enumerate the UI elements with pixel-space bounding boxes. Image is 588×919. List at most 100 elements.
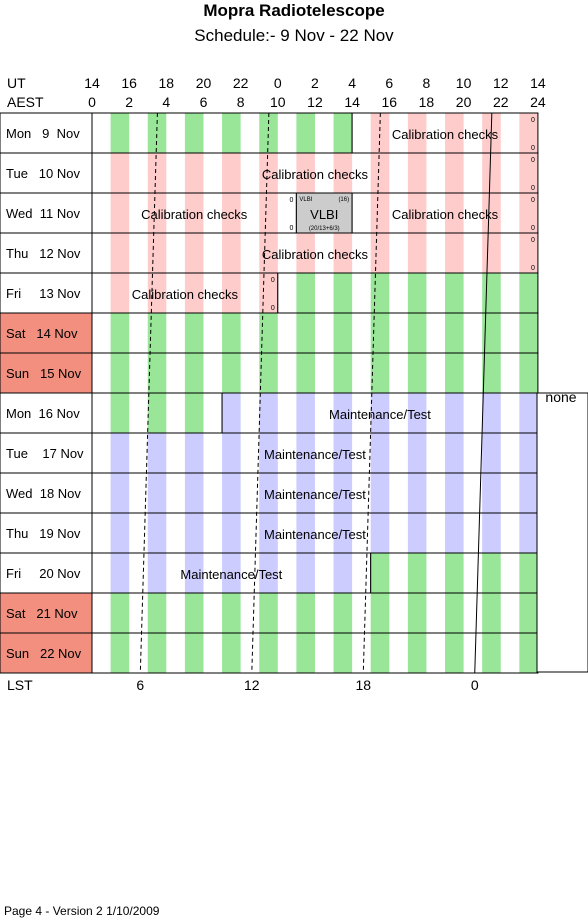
hour-stripe	[519, 473, 538, 513]
day-label-cell	[0, 232, 93, 274]
schedule-block[interactable]	[91, 632, 539, 674]
aest-hour-label: 22	[493, 94, 509, 110]
page-subtitle: Schedule:- 9 Nov - 22 Nov	[194, 26, 394, 45]
hour-stripe	[482, 273, 501, 313]
hour-stripe	[110, 513, 130, 553]
hour-stripe	[296, 273, 315, 313]
lst-line	[474, 112, 493, 674]
hour-stripe	[147, 513, 167, 553]
hour-stripe	[519, 553, 538, 593]
schedule-block[interactable]: Maintenance/Test	[91, 512, 539, 554]
hour-stripe	[222, 433, 241, 473]
hour-stripe	[184, 593, 204, 633]
ut-hour-label: 10	[456, 75, 472, 91]
schedule-block[interactable]	[91, 392, 223, 434]
hour-stripe	[184, 393, 204, 433]
schedule-block[interactable]: Calibration checks 0 0	[351, 192, 539, 234]
schedule-block[interactable]	[91, 352, 539, 394]
hour-stripe	[482, 313, 501, 353]
day-row: Sun 15 Nov	[0, 352, 539, 394]
hour-stripe	[407, 473, 427, 513]
ut-hour-label: 20	[196, 75, 212, 91]
block-mark: 0	[531, 145, 535, 152]
lst-tick-label: 18	[355, 677, 371, 693]
hour-stripe	[296, 473, 315, 513]
schedule-block[interactable]	[370, 552, 539, 594]
day-label-cell	[0, 312, 93, 354]
aest-hour-label: 8	[237, 94, 245, 110]
lst-tick-label: 0	[471, 677, 479, 693]
hour-stripe	[147, 593, 167, 633]
aest-hour-label: 16	[381, 94, 397, 110]
hour-stripe	[184, 233, 204, 273]
day-row: Tue 17 Nov Maintenance/Test	[0, 432, 539, 474]
day-label: Fri 20 Nov	[6, 566, 81, 581]
hour-stripe	[333, 553, 353, 593]
hour-stripe	[482, 553, 501, 593]
hour-stripe	[222, 393, 241, 433]
schedule-block[interactable]: Maintenance/Test	[91, 432, 539, 474]
hour-stripe	[110, 553, 130, 593]
block-mark: 0	[531, 117, 535, 124]
hour-stripe	[296, 433, 315, 473]
hour-stripe	[222, 113, 241, 153]
ut-hour-label: 16	[121, 75, 137, 91]
hour-stripe	[259, 513, 278, 553]
day-label-cell	[0, 592, 93, 634]
schedule-block[interactable]: Maintenance/Test	[91, 552, 372, 594]
hour-stripe	[482, 633, 501, 673]
ut-hour-label: 4	[348, 75, 356, 91]
schedule-block[interactable]: Calibration checks 0 0	[91, 232, 539, 274]
hour-stripe	[407, 273, 427, 313]
block-label: Maintenance/Test	[264, 447, 366, 462]
block-mark: 0	[531, 197, 535, 204]
hour-stripe	[482, 233, 501, 273]
hour-stripe	[147, 353, 167, 393]
hour-stripe	[445, 193, 464, 233]
hour-stripe	[259, 433, 278, 473]
aest-label: AEST	[7, 94, 44, 110]
hour-stripe	[370, 553, 390, 593]
block-mark: 0	[531, 185, 535, 192]
schedule-block[interactable]	[91, 312, 539, 354]
hour-stripe	[333, 353, 353, 393]
hour-stripe	[184, 153, 204, 193]
hour-stripe	[370, 433, 390, 473]
hour-stripe	[519, 353, 538, 393]
hour-stripe	[370, 593, 390, 633]
schedule-block[interactable]: Maintenance/Test	[91, 472, 539, 514]
hour-stripe	[147, 633, 167, 673]
schedule-block[interactable]: Calibration checks 0 0	[91, 272, 279, 314]
block-label: Maintenance/Test	[329, 407, 431, 422]
block-mark: 0	[271, 277, 275, 284]
hour-stripe	[296, 313, 315, 353]
hour-stripe	[370, 233, 390, 273]
hour-stripe	[519, 273, 538, 313]
hour-stripe	[333, 433, 353, 473]
day-row: Sun 22 Nov	[0, 632, 539, 674]
schedule-block[interactable]: Calibration checks 0 0	[91, 152, 539, 194]
hour-stripe	[147, 553, 167, 593]
block-background	[296, 193, 353, 233]
day-label-cell	[0, 552, 93, 594]
lst-label: LST	[7, 677, 33, 693]
schedule-block[interactable]	[91, 112, 353, 154]
hour-stripe	[296, 233, 315, 273]
hour-stripe	[445, 593, 464, 633]
hour-stripe	[370, 153, 390, 193]
hour-stripe	[445, 233, 464, 273]
schedule-block[interactable]: Maintenance/Test	[221, 392, 539, 434]
hour-stripe	[482, 153, 501, 193]
day-label-cell	[0, 272, 93, 314]
block-mark: 0	[531, 157, 535, 164]
block-label: Calibration checks	[141, 207, 248, 222]
schedule-block[interactable]	[277, 272, 539, 314]
block-mark: 0	[271, 305, 275, 312]
hour-stripe	[407, 433, 427, 473]
aest-hour-label: 12	[307, 94, 323, 110]
schedule-block[interactable]	[91, 592, 539, 634]
hour-stripe	[445, 553, 464, 593]
hour-stripe	[259, 313, 278, 353]
schedule-block[interactable]: Calibration checks 0 0	[351, 112, 539, 154]
